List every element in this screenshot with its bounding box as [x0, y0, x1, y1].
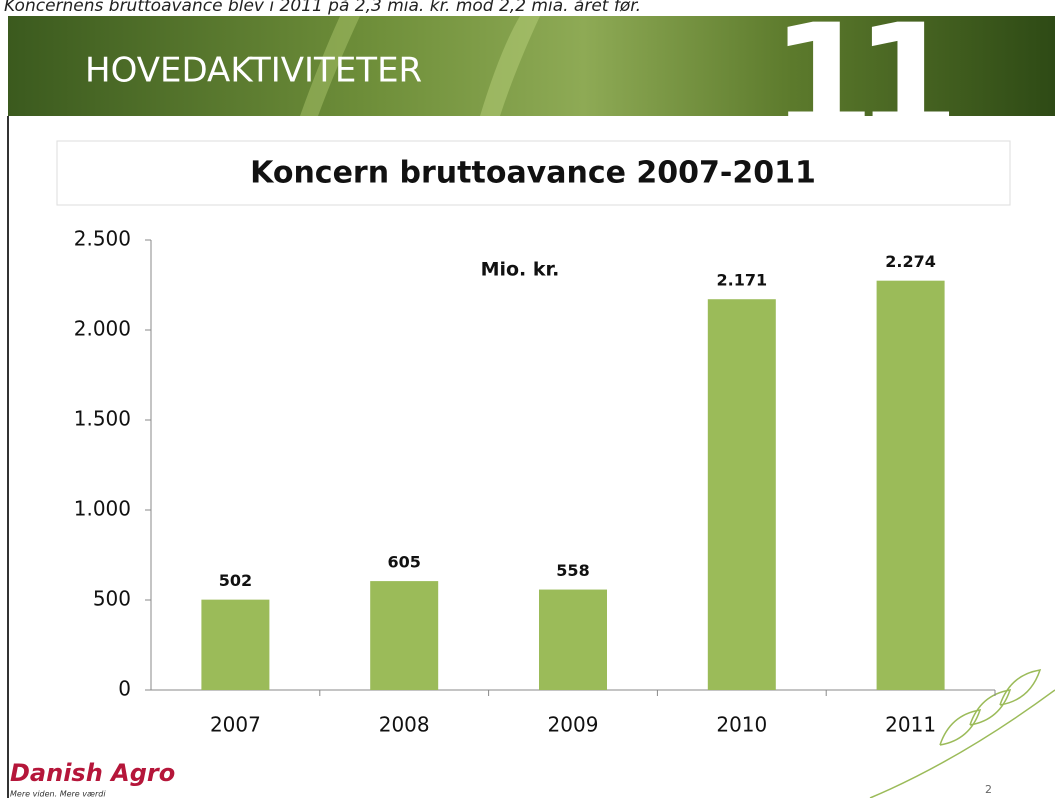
value-label: 2.274 [885, 252, 936, 271]
bar [370, 581, 438, 690]
y-tick-label: 500 [93, 587, 131, 611]
value-label: 2.171 [716, 271, 767, 290]
tagline: Mere viden. Mere værdi [10, 790, 106, 798]
y-tick-label: 1.000 [74, 497, 131, 521]
logo: Danish Agro [10, 759, 175, 787]
value-label: 502 [219, 571, 252, 590]
slide: Koncernens bruttoavance blev i 2011 på 2… [0, 0, 1055, 798]
header-title: HOVEDAKTIVITETER [85, 51, 422, 91]
y-tick-label: 1.500 [74, 407, 131, 431]
x-tick-label: 2010 [716, 713, 767, 737]
page-number: 2 [985, 783, 992, 796]
x-tick-label: 2009 [548, 713, 599, 737]
bar [201, 600, 269, 690]
bar [708, 299, 776, 690]
y-tick-label: 0 [118, 677, 131, 701]
y-tick-label: 2.000 [74, 317, 131, 341]
x-tick-label: 2008 [379, 713, 430, 737]
chart-title: Koncern bruttoavance 2007-2011 [250, 156, 816, 191]
y-tick-label: 2.500 [74, 227, 131, 251]
bar [877, 281, 945, 690]
caption: Koncernens bruttoavance blev i 2011 på 2… [4, 0, 641, 16]
annotation: Mio. kr. [481, 259, 560, 281]
x-tick-label: 2007 [210, 713, 261, 737]
value-label: 605 [387, 553, 420, 572]
bar [539, 590, 607, 690]
x-tick-label: 2011 [885, 713, 936, 737]
value-label: 558 [556, 561, 589, 580]
